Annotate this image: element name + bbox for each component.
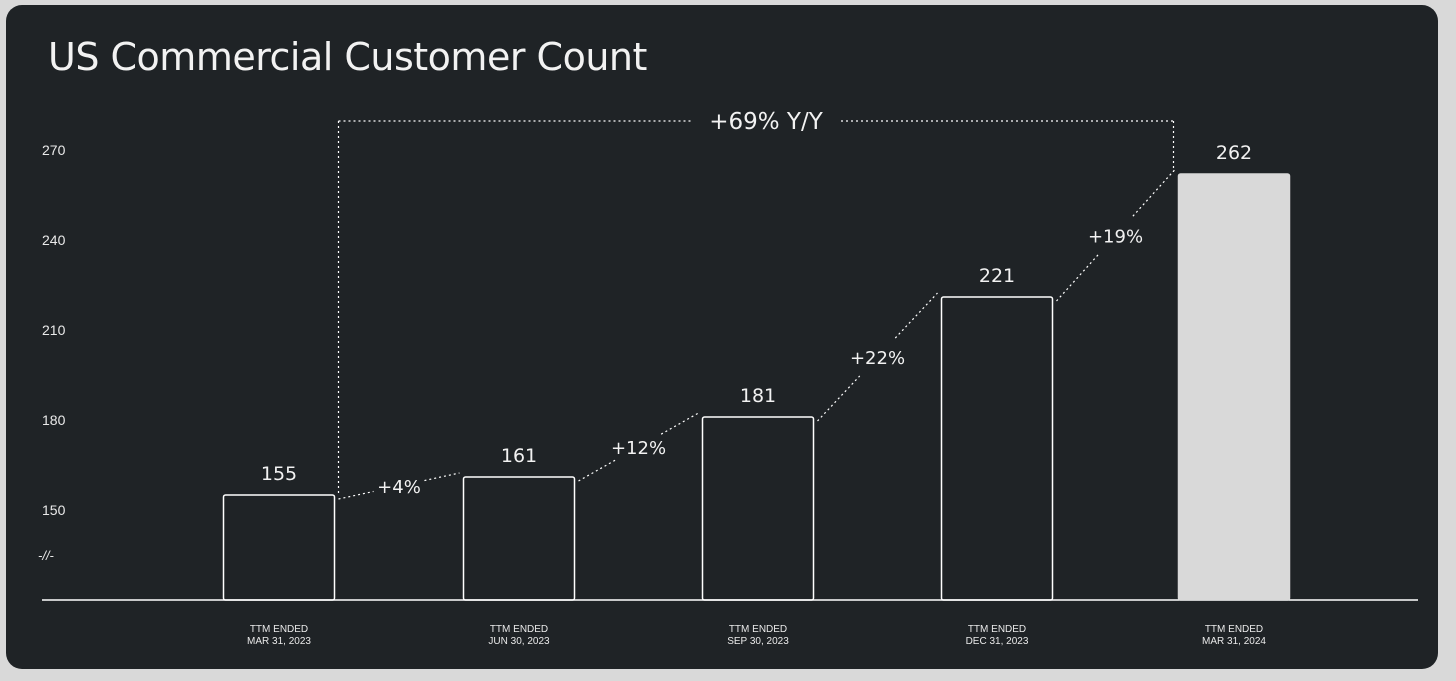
x-tick-label: MAR 31, 2023 — [247, 636, 311, 647]
x-tick-label: TTM ENDED — [968, 624, 1026, 635]
bar — [222, 494, 336, 601]
bar — [462, 476, 576, 601]
x-tick-label: MAR 31, 2024 — [1202, 636, 1266, 647]
growth-connector — [817, 375, 861, 422]
bar — [940, 296, 1054, 601]
growth-connector — [338, 490, 374, 500]
x-tick-label: TTM ENDED — [1205, 624, 1263, 635]
growth-label: +4% — [377, 477, 421, 498]
bar — [701, 416, 815, 601]
growth-label: +19% — [1088, 227, 1143, 248]
x-tick-label: TTM ENDED — [250, 624, 308, 635]
y-tick-label: 210 — [42, 322, 66, 338]
yoy-growth-label: +69% Y/Y — [709, 109, 824, 135]
axis-break-icon: -//- — [38, 548, 55, 563]
growth-connector — [424, 472, 460, 482]
growth-connector — [894, 292, 938, 339]
bar-value-label: 181 — [740, 385, 776, 407]
growth-label: +12% — [611, 438, 666, 459]
x-tick-label: TTM ENDED — [729, 624, 787, 635]
growth-connector — [660, 412, 699, 435]
y-tick-label: 240 — [42, 232, 66, 248]
growth-label: +22% — [850, 348, 905, 369]
chart-title: US Commercial Customer Count — [48, 35, 647, 79]
chart-card: US Commercial Customer Count 150 180 210 24… — [6, 5, 1438, 669]
bar-value-label: 262 — [1216, 142, 1252, 164]
x-tick-label: SEP 30, 2023 — [727, 636, 789, 647]
bar-value-label: 155 — [261, 463, 297, 485]
x-tick-label: TTM ENDED — [490, 624, 548, 635]
bar-value-label: 221 — [979, 265, 1015, 287]
growth-connector — [1056, 254, 1099, 302]
y-tick-label: 270 — [42, 142, 66, 158]
bar-value-label: 161 — [501, 445, 537, 467]
growth-connector — [1132, 169, 1175, 217]
y-tick-label: 180 — [42, 412, 66, 428]
growth-connector — [578, 459, 617, 482]
x-tick-label: DEC 31, 2023 — [966, 636, 1029, 647]
y-tick-label: 150 — [42, 502, 66, 518]
bar — [1177, 173, 1291, 601]
x-tick-label: JUN 30, 2023 — [488, 636, 550, 647]
